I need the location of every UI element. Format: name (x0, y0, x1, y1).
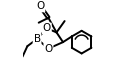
Text: B: B (34, 34, 41, 44)
Text: O: O (43, 23, 51, 33)
Text: O: O (44, 44, 53, 54)
Text: O: O (36, 1, 44, 12)
